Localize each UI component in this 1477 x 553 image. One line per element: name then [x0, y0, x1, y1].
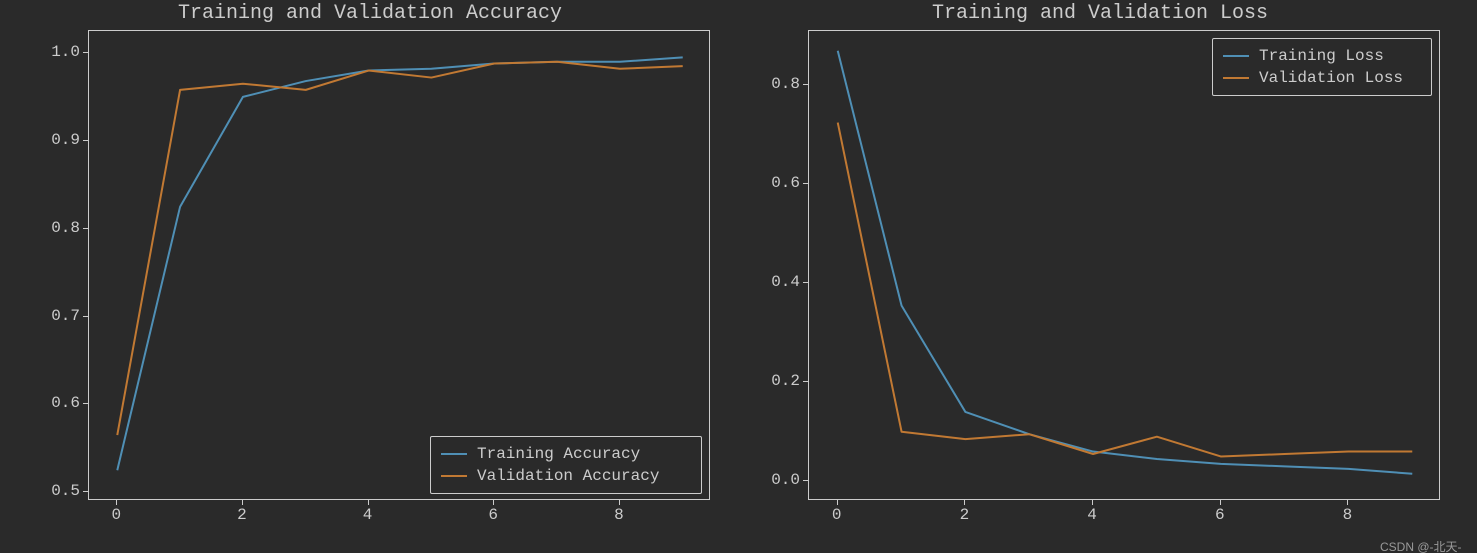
y-tick-label: 0.6 [44, 394, 80, 412]
series-line [117, 62, 682, 435]
y-tick-mark [803, 282, 808, 283]
plot-lines [809, 31, 1441, 501]
chart-panel-loss: Training and Validation Loss 0.0 0.2 0.4 0.6… [740, 0, 1460, 540]
x-tick-mark [1347, 500, 1348, 505]
x-tick-label: 0 [111, 506, 121, 524]
x-tick-mark [964, 500, 965, 505]
y-tick-mark [83, 140, 88, 141]
y-tick-label: 0.2 [764, 372, 800, 390]
x-tick-mark [493, 500, 494, 505]
series-line [117, 57, 682, 470]
legend-entry: Training Accuracy [441, 443, 691, 465]
plot-area [808, 30, 1440, 500]
x-tick-label: 4 [1087, 506, 1097, 524]
x-tick-label: 8 [1343, 506, 1353, 524]
legend-entry: Validation Loss [1223, 67, 1421, 89]
y-tick-mark [83, 52, 88, 53]
y-tick-label: 0.5 [44, 482, 80, 500]
y-tick-mark [803, 381, 808, 382]
x-tick-mark [368, 500, 369, 505]
legend-swatch [441, 475, 467, 477]
legend: Training Loss Validation Loss [1212, 38, 1432, 96]
legend-swatch [1223, 55, 1249, 57]
chart-title: Training and Validation Accuracy [10, 2, 730, 25]
legend-label: Validation Loss [1259, 69, 1403, 87]
x-tick-label: 0 [832, 506, 842, 524]
x-tick-mark [619, 500, 620, 505]
y-tick-mark [803, 480, 808, 481]
y-tick-mark [83, 403, 88, 404]
x-tick-label: 2 [237, 506, 247, 524]
x-tick-label: 6 [488, 506, 498, 524]
plot-area [88, 30, 710, 500]
chart-panel-accuracy: Training and Validation Accuracy 0.5 0.6 0.… [10, 0, 730, 540]
y-tick-label: 0.9 [44, 131, 80, 149]
legend-entry: Training Loss [1223, 45, 1421, 67]
y-tick-mark [83, 228, 88, 229]
y-tick-label: 0.7 [44, 307, 80, 325]
legend: Training Accuracy Validation Accuracy [430, 436, 702, 494]
legend-label: Training Accuracy [477, 445, 640, 463]
y-tick-mark [803, 84, 808, 85]
x-tick-label: 8 [614, 506, 624, 524]
plot-lines [89, 31, 711, 501]
x-tick-mark [116, 500, 117, 505]
y-tick-mark [803, 183, 808, 184]
y-tick-label: 0.6 [764, 174, 800, 192]
series-line [838, 51, 1413, 474]
legend-entry: Validation Accuracy [441, 465, 691, 487]
chart-title: Training and Validation Loss [740, 2, 1460, 25]
y-tick-label: 0.0 [764, 471, 800, 489]
figure: Training and Validation Accuracy 0.5 0.6 0.… [0, 0, 1477, 553]
y-tick-mark [83, 316, 88, 317]
y-tick-mark [83, 491, 88, 492]
x-tick-mark [1092, 500, 1093, 505]
x-tick-mark [837, 500, 838, 505]
legend-swatch [1223, 77, 1249, 79]
x-tick-mark [1220, 500, 1221, 505]
y-tick-label: 0.4 [764, 273, 800, 291]
x-tick-label: 6 [1215, 506, 1225, 524]
x-tick-label: 4 [363, 506, 373, 524]
y-tick-label: 1.0 [44, 43, 80, 61]
watermark: CSDN @-北天- [1380, 538, 1462, 553]
y-tick-label: 0.8 [44, 219, 80, 237]
legend-label: Training Loss [1259, 47, 1384, 65]
legend-label: Validation Accuracy [477, 467, 659, 485]
series-line [838, 123, 1413, 457]
x-tick-mark [242, 500, 243, 505]
y-tick-label: 0.8 [764, 75, 800, 93]
legend-swatch [441, 453, 467, 455]
x-tick-label: 2 [960, 506, 970, 524]
